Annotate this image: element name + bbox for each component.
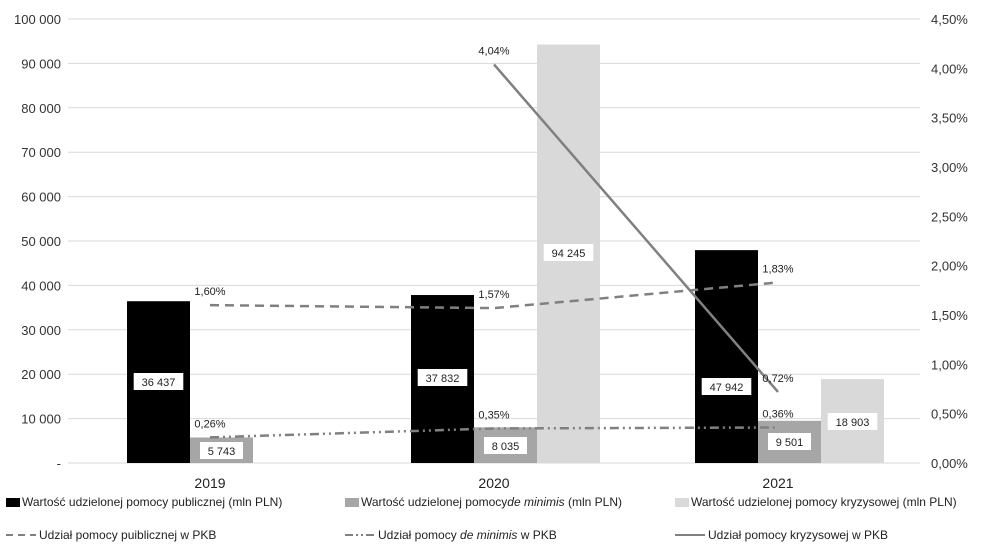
line-data-label: 0,36% [762,408,793,420]
legend-line-dashed [6,534,36,536]
line-series [493,63,779,393]
legend-label: Udział pomocy puiblicznej w PKB [39,528,217,542]
data-label-box [200,442,243,459]
left-tick-label: 60 000 [21,190,61,205]
left-tick-label: 30 000 [21,323,61,338]
line-data-label: 1,60% [194,286,225,298]
left-tick-label: 40 000 [21,278,61,293]
legend-label: Wartość udzielonej pomocy [361,495,508,509]
legend-label: (mln PLN) [564,495,622,509]
legend-item-deminimis-share: Udział pomocy de minimis w PKB [345,528,557,542]
right-tick-label: 4,50% [931,12,968,27]
left-tick-label: 100 000 [14,12,61,27]
line-data-label: 0,35% [478,409,509,421]
data-label: 94 245 [552,248,586,260]
line-series [209,281,779,310]
right-tick-label: 3,50% [931,111,968,126]
data-label: 36 437 [142,377,176,389]
right-tick-label: 0,00% [931,456,968,471]
data-label: 9 501 [776,437,804,449]
right-axis: 0,00% 0,50% 1,00% 1,50% 2,00% 2,50% 3,00% 3,50%… [931,12,968,471]
line-data-label: 1,83% [762,263,793,275]
data-label-box [827,413,878,430]
left-axis: - 10 000 20 000 30 000 40 000 50 000 60 000 70 … [14,12,61,471]
legend-label: w PKB [517,528,557,542]
left-tick-label: 90 000 [21,56,61,71]
legend-label: Wartość udzielonej pomocy publicznej (ml… [22,495,283,509]
right-tick-label: 3,00% [931,160,968,175]
legend-item-deminimis-value: Wartość udzielonej pomocy de minimis (ml… [345,495,622,509]
legend-label-italic: de minimis [507,495,565,509]
legend-label: Udział pomocy [378,528,461,542]
line-data-label: 1,57% [478,289,509,301]
line-series [209,426,779,439]
legend-item-public-value: Wartość udzielonej pomocy publicznej (ml… [6,495,282,509]
left-tick-label: - [57,456,61,471]
data-label: 37 832 [426,373,460,385]
legend-swatch-lightgray [675,497,689,507]
left-tick-label: 70 000 [21,145,61,160]
category-label: 2019 [194,475,225,491]
category-label: 2020 [478,475,509,491]
left-tick-label: 20 000 [21,367,61,382]
x-axis: 2019 2020 2021 [194,475,793,491]
data-label-box [701,378,752,395]
left-tick-label: 80 000 [21,101,61,116]
lines: 1,60% 1,57% 1,83% 0,26% 0,35% 0,36% 4,04% 0,72% [194,45,794,439]
right-tick-label: 2,00% [931,259,968,274]
legend-line-solid [675,534,705,536]
legend-label-italic: de minimis [460,528,518,542]
legend-label: Wartość udzielonej pomocy kryzysowej (ml… [691,495,957,509]
legend-line-dashdot [345,534,375,536]
legend-swatch-gray [345,497,359,507]
legend-label: Udział pomocy kryzysowej w PKB [708,528,889,542]
legend-item-crisis-share: Udział pomocy kryzysowej w PKB [675,528,888,542]
data-label: 18 903 [836,417,870,429]
gridlines [68,18,920,464]
right-tick-label: 2,50% [931,209,968,224]
data-label: 47 942 [710,382,744,394]
legend-item-crisis-value: Wartość udzielonej pomocy kryzysowej (ml… [675,495,957,509]
data-label-box [133,373,184,390]
category-label: 2021 [762,475,793,491]
right-tick-label: 1,50% [931,308,968,323]
right-tick-label: 1,00% [931,357,968,372]
data-label: 8 035 [492,441,520,453]
line-data-label: 4,04% [478,45,509,57]
data-label-box [768,433,811,450]
legend-swatch-black [6,497,20,507]
line-data-label: 0,72% [762,373,793,385]
data-label-box [417,369,468,386]
data-label-box [543,244,594,261]
left-tick-label: 50 000 [21,234,61,249]
line-data-label: 0,26% [194,418,225,430]
right-tick-label: 0,50% [931,407,968,422]
right-tick-label: 4,00% [931,61,968,76]
data-label: 5 743 [208,446,236,458]
legend-item-public-share: Udział pomocy puiblicznej w PKB [6,528,216,542]
left-tick-label: 10 000 [21,412,61,427]
data-label-box [484,437,527,454]
